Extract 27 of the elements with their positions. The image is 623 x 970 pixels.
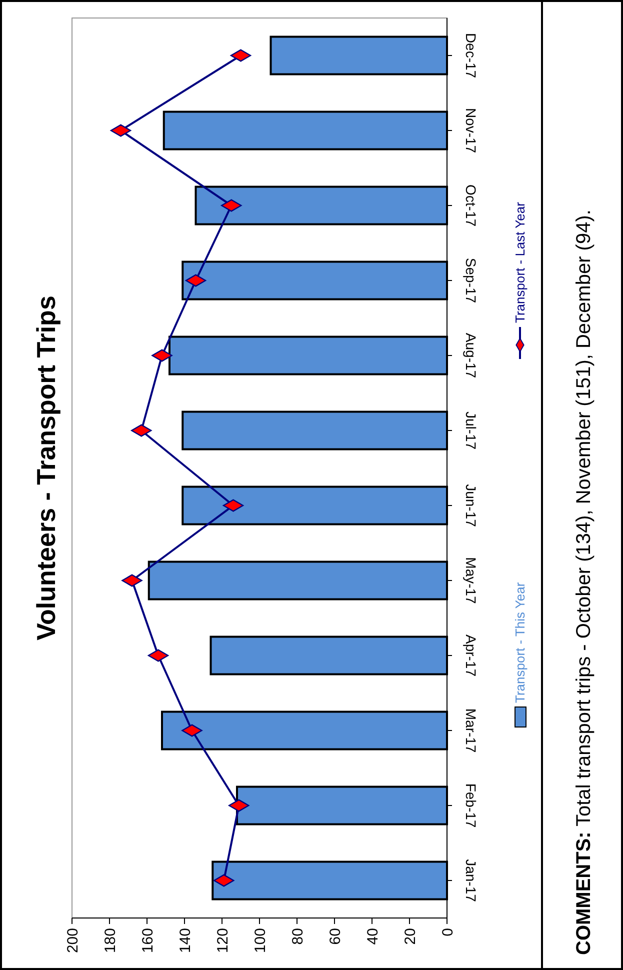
x-tick-label: 120 [214, 928, 232, 954]
x-tick-label: 60 [326, 928, 344, 945]
y-tick-label: Jul-17 [463, 411, 480, 450]
text: Transport - Last Year [512, 201, 528, 323]
y-tick-label: Jun-17 [463, 484, 480, 528]
y-tick-label: Sep-17 [463, 258, 480, 304]
y-tick-label: Feb-17 [463, 783, 480, 828]
x-tick-label: 140 [176, 928, 194, 954]
y-tick-label: Nov-17 [463, 108, 480, 154]
y-tick-label: Aug-17 [463, 332, 480, 378]
y-tick-label: Dec-17 [463, 32, 480, 78]
x-tick-label: 40 [364, 928, 382, 945]
x-tick-label: 180 [102, 928, 119, 954]
x-tick-label: 0 [439, 928, 456, 936]
y-tick-label: Jan-17 [463, 859, 480, 902]
x-tick-label: 80 [289, 928, 306, 945]
y-tick-label: Apr-17 [463, 634, 480, 677]
x-tick-label: 200 [64, 928, 82, 954]
text: COMMENTS: Total transport trips - October (134), November (151), December (94). [573, 210, 595, 955]
y-tick-label: Oct-17 [463, 184, 480, 227]
x-tick-label: 20 [402, 928, 419, 945]
text: Transport - This Year [512, 582, 528, 703]
x-tick-label: 160 [139, 928, 156, 954]
y-tick-label: Mar-17 [463, 708, 480, 753]
y-tick-label: May-17 [463, 557, 480, 604]
text: Volunteers - Transport Trips [31, 296, 61, 640]
x-tick-label: 100 [252, 928, 269, 954]
